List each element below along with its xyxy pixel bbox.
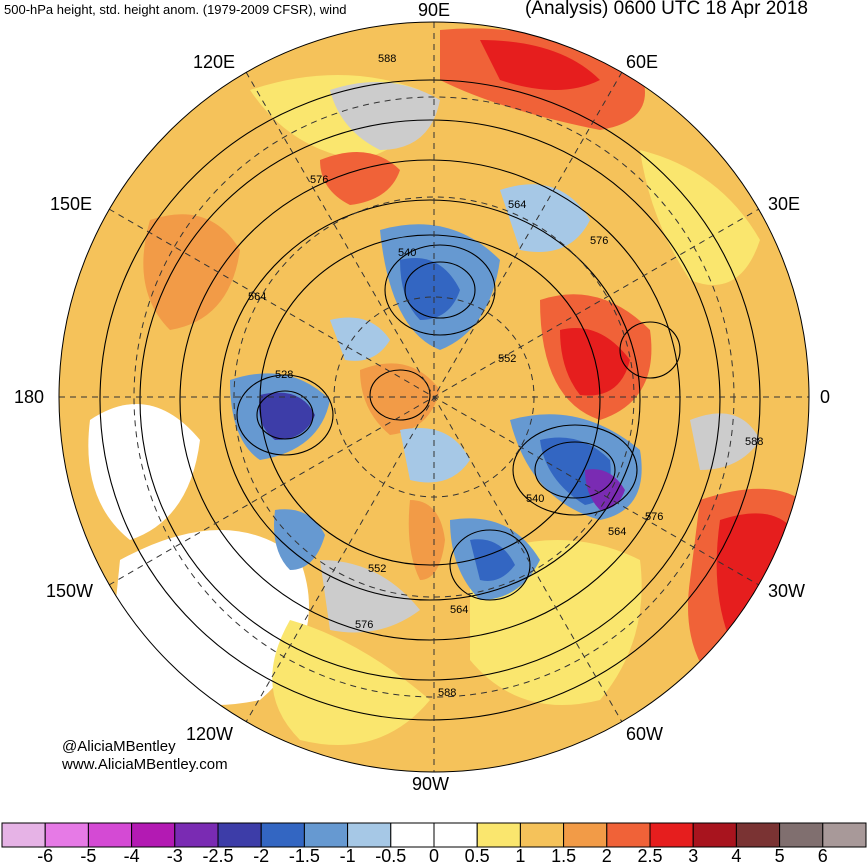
contour-label: 564 (508, 199, 526, 211)
contour-label: 552 (498, 353, 516, 365)
colorbar-tick-label: 2 (602, 846, 612, 865)
colorbar-tick-label: 1.5 (551, 846, 576, 865)
graticule (59, 22, 809, 772)
colorbar-swatch (606, 822, 651, 848)
longitude-labels: 90E 60E 30E 0 30W 60W 90W 120W 150W 180 … (14, 0, 830, 794)
colorbar-tick-label: -5 (80, 846, 96, 865)
colorbar-tick-label: 3 (688, 846, 698, 865)
colorbar-tick-label: -1.5 (289, 846, 320, 865)
lon-label-180: 180 (14, 387, 44, 407)
colorbar-swatch (303, 822, 349, 848)
colorbar-tick-label: -6 (37, 846, 53, 865)
website-credit: www.AliciaMBentley.com (62, 756, 228, 773)
colorbar-swatch (174, 822, 219, 848)
map-title: 500-hPa height, std. height anom. (1979-… (4, 2, 347, 17)
colorbar-tick-label: 0 (429, 846, 439, 865)
lon-label-150w: 150W (46, 581, 93, 601)
contour-label: 588 (438, 687, 456, 699)
contour-label: 552 (368, 563, 386, 575)
colorbar-swatch (735, 822, 781, 848)
contour-label: 564 (450, 604, 468, 616)
contour-label: 540 (526, 493, 544, 505)
contour-label: 528 (275, 369, 293, 381)
lon-label-120e: 120E (193, 52, 235, 72)
colorbar-tick-label: 5 (775, 846, 785, 865)
colorbar-swatch (347, 822, 392, 848)
colorbar-tick-label: -4 (124, 846, 140, 865)
colorbar-swatch (260, 822, 305, 848)
colorbar-tick-label: 0.5 (465, 846, 490, 865)
lon-label-120w: 120W (186, 724, 233, 744)
lon-label-90e: 90E (418, 0, 450, 20)
colorbar-tick-label: -2.5 (202, 846, 233, 865)
contour-label: 564 (248, 291, 266, 303)
analysis-time: (Analysis) 0600 UTC 18 Apr 2018 (524, 0, 808, 19)
lon-label-30e: 30E (768, 194, 800, 214)
lon-label-0: 0 (820, 387, 830, 407)
colorbar-swatch (476, 822, 521, 848)
lon-label-60w: 60W (626, 724, 663, 744)
colorbar-swatch (390, 822, 435, 848)
colorbar-swatch (692, 822, 737, 848)
colorbar-tick-label: -1 (340, 846, 356, 865)
lon-label-60e: 60E (626, 52, 658, 72)
twitter-handle: @AliciaMBentley (62, 738, 176, 755)
map-border (58, 21, 810, 773)
colorbar-swatch (1, 822, 46, 848)
colorbar-swatch (217, 822, 262, 848)
contour-label: 576 (645, 511, 663, 523)
height-contours (99, 79, 761, 721)
colorbar-tick-label: 2.5 (637, 846, 662, 865)
colorbar-swatch (563, 822, 608, 848)
colorbar-tick-label: 6 (818, 846, 828, 865)
colorbar-swatch (44, 822, 89, 848)
colorbar-tick-label: 1 (515, 846, 525, 865)
contour-label: 576 (310, 174, 328, 186)
colorbar-tick-label: 4 (731, 846, 741, 865)
colorbar-tick-label: -3 (167, 846, 183, 865)
lon-label-90w: 90W (412, 774, 449, 794)
colorbar-swatch (822, 822, 867, 848)
colorbar: -6 -5 -4 -3 -2.5 -2 -1.5 -1 -0.5 0 0.5 1 1.5 2 2.5 3 4 5 6 (1, 822, 867, 865)
lon-label-150e: 150E (50, 194, 92, 214)
lon-label-30w: 30W (768, 581, 805, 601)
contour-label: 588 (745, 436, 763, 448)
colorbar-tick-label: -2 (253, 846, 269, 865)
colorbar-tick-label: -0.5 (375, 846, 406, 865)
contour-label: 540 (398, 247, 416, 259)
colorbar-swatch (649, 822, 694, 848)
contour-label: 576 (355, 619, 373, 631)
colorbar-swatch (87, 822, 133, 848)
contour-label: 588 (378, 53, 396, 65)
colorbar-swatch (779, 822, 824, 848)
contour-value-labels: 588 576 564 540 552 528 540 564 576 588 … (248, 53, 763, 699)
colorbar-swatch (519, 822, 565, 848)
contour-label: 576 (590, 235, 608, 247)
contour-label: 564 (608, 526, 626, 538)
colorbar-swatch (433, 822, 478, 848)
colorbar-swatch (131, 822, 176, 848)
